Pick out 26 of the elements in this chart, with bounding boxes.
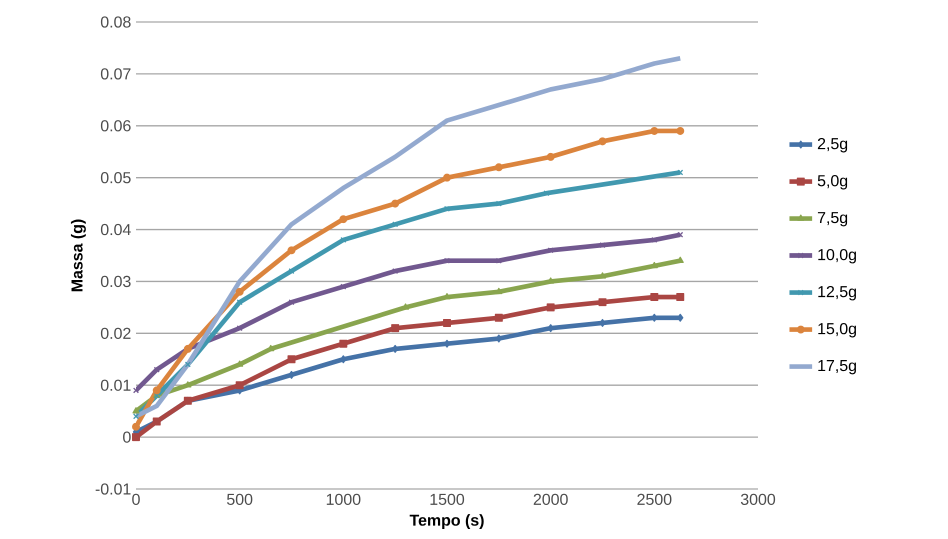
y-axis-title: Massa (g) bbox=[70, 220, 86, 292]
y-tick-label: -0.01 bbox=[96, 483, 131, 495]
x-axis-title: Tempo (s) bbox=[410, 514, 484, 529]
legend-label: 2,5g bbox=[818, 138, 848, 152]
legend-label: 15,0g bbox=[818, 323, 856, 338]
x-tick-label: 2000 bbox=[534, 494, 568, 505]
x-tick-label: 3000 bbox=[740, 494, 776, 505]
legend-label: 5,0g bbox=[818, 175, 848, 190]
y-tick-label: 0.07 bbox=[100, 68, 130, 80]
legend-label: 10,0g bbox=[818, 248, 856, 264]
y-tick-label: 0.03 bbox=[100, 276, 131, 288]
x-tick-label: 1000 bbox=[326, 494, 360, 505]
legend-label: 17,5g bbox=[818, 360, 856, 374]
x-tick-label: 0 bbox=[132, 494, 140, 505]
y-tick-label: 0.05 bbox=[100, 172, 131, 184]
y-tick-label: 0.06 bbox=[100, 120, 131, 132]
y-tick-label: 0 bbox=[123, 431, 131, 443]
y-tick-label: 0.08 bbox=[100, 16, 131, 28]
x-tick-label: 1500 bbox=[430, 494, 464, 505]
y-tick-label: 0.02 bbox=[100, 328, 130, 339]
legend-label: 12,5g bbox=[818, 286, 856, 300]
legend-label: 7,5g bbox=[818, 212, 848, 226]
x-tick-label: 500 bbox=[227, 494, 252, 505]
y-tick-label: 0.04 bbox=[100, 224, 131, 236]
y-tick-label: 0.01 bbox=[100, 380, 131, 391]
x-tick-label: 2500 bbox=[637, 494, 672, 505]
